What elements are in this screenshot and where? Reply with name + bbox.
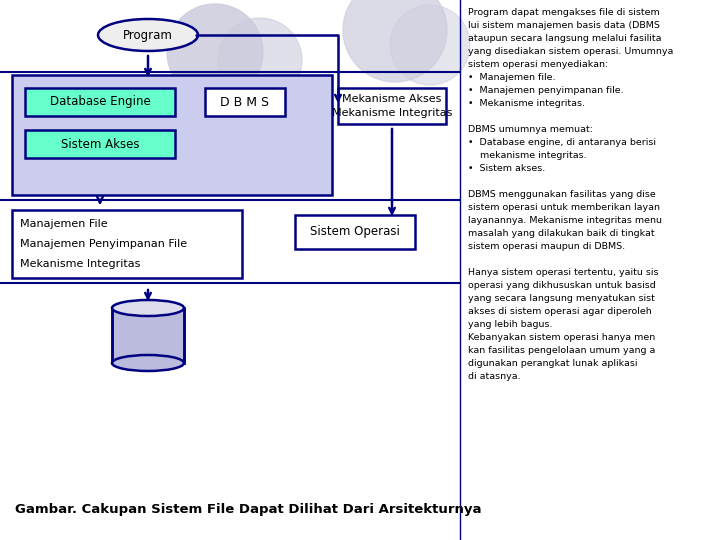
Text: sistem operasi maupun di DBMS.: sistem operasi maupun di DBMS. — [468, 242, 625, 251]
Text: akses di sistem operasi agar diperoleh: akses di sistem operasi agar diperoleh — [468, 307, 652, 316]
Text: operasi yang dikhususkan untuk basisd: operasi yang dikhususkan untuk basisd — [468, 281, 656, 290]
Text: digunakan perangkat lunak aplikasi: digunakan perangkat lunak aplikasi — [468, 359, 637, 368]
Text: DBMS umumnya memuat:: DBMS umumnya memuat: — [468, 125, 593, 134]
Bar — [12, 210, 242, 278]
Text: yang secara langsung menyatukan sist: yang secara langsung menyatukan sist — [468, 294, 655, 303]
Text: Mekanisme Integritas: Mekanisme Integritas — [332, 108, 452, 118]
Text: yang disediakan sistem operasi. Umumnya: yang disediakan sistem operasi. Umumnya — [468, 47, 673, 56]
Text: layanannya. Mekanisme integritas menu: layanannya. Mekanisme integritas menu — [468, 216, 662, 225]
Text: DBMS menggunakan fasilitas yang dise: DBMS menggunakan fasilitas yang dise — [468, 190, 656, 199]
Text: sistem operasi untuk memberikan layan: sistem operasi untuk memberikan layan — [468, 203, 660, 212]
Circle shape — [343, 0, 447, 82]
Bar — [12, 75, 332, 195]
Text: Sistem Operasi: Sistem Operasi — [310, 226, 400, 239]
Ellipse shape — [98, 19, 198, 51]
Bar — [338, 88, 446, 124]
Bar — [25, 88, 175, 116]
Text: •  Database engine, di antaranya berisi: • Database engine, di antaranya berisi — [468, 138, 656, 147]
Text: lui sistem manajemen basis data (DBMS: lui sistem manajemen basis data (DBMS — [468, 21, 660, 30]
Text: Program dapat mengakses file di sistem: Program dapat mengakses file di sistem — [468, 8, 660, 17]
Text: Kebanyakan sistem operasi hanya men: Kebanyakan sistem operasi hanya men — [468, 333, 655, 342]
Text: Gambar. Cakupan Sistem File Dapat Dilihat Dari Arsitekturnya: Gambar. Cakupan Sistem File Dapat Diliha… — [15, 503, 482, 516]
Text: Database Engine: Database Engine — [50, 96, 150, 109]
Text: Hanya sistem operasi tertentu, yaitu sis: Hanya sistem operasi tertentu, yaitu sis — [468, 268, 659, 277]
Text: di atasnya.: di atasnya. — [468, 372, 521, 381]
Text: •  Manajemen penyimpanan file.: • Manajemen penyimpanan file. — [468, 86, 624, 95]
Circle shape — [218, 18, 302, 102]
Bar — [295, 215, 415, 249]
Text: sistem operasi menyediakan:: sistem operasi menyediakan: — [468, 60, 608, 69]
Text: Sistem Akses: Sistem Akses — [60, 138, 139, 151]
Text: Manajemen Penyimpanan File: Manajemen Penyimpanan File — [20, 239, 187, 249]
Text: Mekanisme Akses: Mekanisme Akses — [342, 94, 441, 104]
Bar — [205, 88, 285, 116]
Text: yang lebih bagus.: yang lebih bagus. — [468, 320, 552, 329]
Text: D B M S: D B M S — [220, 96, 269, 109]
Text: •  Mekanisme integritas.: • Mekanisme integritas. — [468, 99, 585, 108]
Text: •  Sistem akses.: • Sistem akses. — [468, 164, 545, 173]
Text: Mekanisme Integritas: Mekanisme Integritas — [20, 259, 140, 269]
Text: •  Manajemen file.: • Manajemen file. — [468, 73, 556, 82]
Text: masalah yang dilakukan baik di tingkat: masalah yang dilakukan baik di tingkat — [468, 229, 654, 238]
Bar — [25, 130, 175, 158]
Text: kan fasilitas pengelolaan umum yang a: kan fasilitas pengelolaan umum yang a — [468, 346, 655, 355]
Text: ataupun secara langsung melalui fasilita: ataupun secara langsung melalui fasilita — [468, 34, 662, 43]
Text: mekanisme integritas.: mekanisme integritas. — [468, 151, 587, 160]
Text: Program: Program — [123, 29, 173, 42]
Bar — [112, 308, 184, 363]
Circle shape — [167, 4, 263, 100]
Ellipse shape — [112, 300, 184, 316]
Circle shape — [390, 5, 470, 85]
Ellipse shape — [112, 355, 184, 371]
Text: Manajemen File: Manajemen File — [20, 219, 107, 229]
